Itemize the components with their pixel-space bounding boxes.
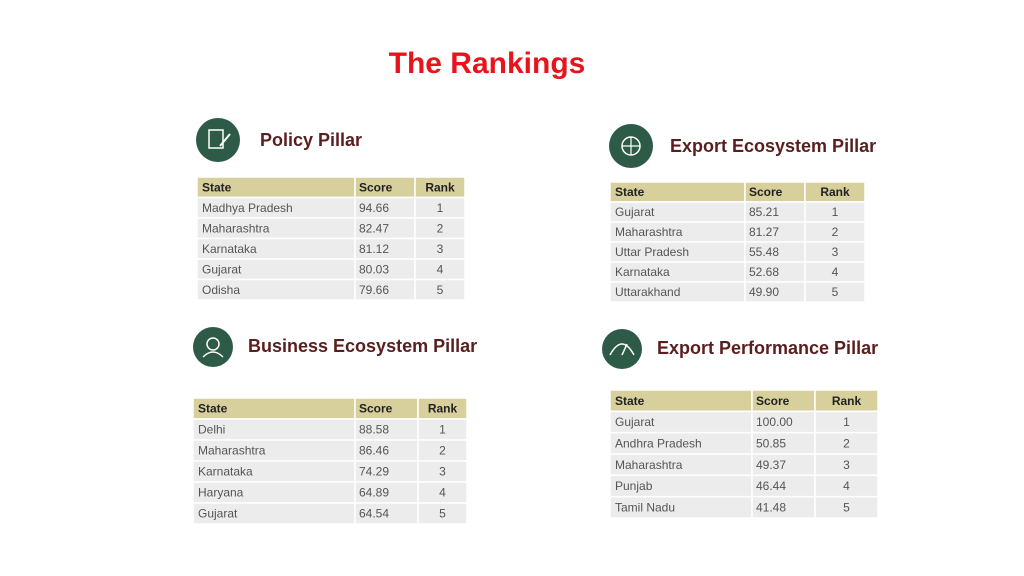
panel-heading: Export Ecosystem Pillar	[670, 136, 876, 156]
cell-text: Maharashtra	[202, 221, 270, 235]
cell-text: 1	[832, 205, 839, 219]
panel-heading: Export Performance Pillar	[657, 338, 878, 358]
cell-text: 4	[437, 262, 444, 276]
cell-text: 100.00	[756, 415, 793, 429]
column-header: Rank	[428, 402, 458, 416]
column-header: State	[615, 185, 645, 199]
cell-text: 81.12	[359, 242, 389, 256]
cell-text: Uttarakhand	[615, 285, 680, 299]
cell-text: 5	[843, 501, 850, 515]
cell-text: Haryana	[198, 486, 244, 500]
cell-text: 64.54	[359, 507, 389, 521]
cell-text: Gujarat	[615, 415, 655, 429]
cell-text: Karnataka	[198, 465, 253, 479]
column-header: Rank	[425, 180, 455, 194]
icon	[602, 329, 642, 369]
cell-text: 88.58	[359, 423, 389, 437]
cell-text: 2	[439, 444, 446, 458]
cell-text: Delhi	[198, 423, 225, 437]
cell-text: 1	[439, 423, 446, 437]
cell-text: 81.27	[749, 225, 779, 239]
column-header: Rank	[820, 185, 850, 199]
cell-text: Gujarat	[202, 262, 242, 276]
cell-text: 3	[843, 458, 850, 472]
cell-text: 2	[437, 221, 444, 235]
cell-text: 46.44	[756, 479, 786, 493]
cell-text: 49.37	[756, 458, 786, 472]
cell-text: 4	[832, 265, 839, 279]
cell-text: 41.48	[756, 501, 786, 515]
cell-text: Andhra Pradesh	[615, 437, 702, 451]
cell-text: Maharashtra	[615, 458, 683, 472]
table-cell	[804, 281, 866, 303]
icon	[609, 124, 653, 168]
cell-text: 5	[437, 283, 444, 297]
table-cell	[417, 502, 468, 525]
cell-text: Punjab	[615, 479, 653, 493]
cell-text: 1	[437, 201, 444, 215]
cell-text: 3	[439, 465, 446, 479]
table-cell	[414, 278, 466, 301]
column-header: State	[198, 402, 228, 416]
cell-text: 1	[843, 415, 850, 429]
column-header: State	[615, 394, 645, 408]
cell-text: 5	[439, 507, 446, 521]
cell-text: Uttar Pradesh	[615, 245, 689, 259]
cell-text: 94.66	[359, 201, 389, 215]
panel-heading: Business Ecosystem Pillar	[248, 336, 477, 356]
panel-heading: Policy Pillar	[260, 130, 362, 150]
cell-text: Maharashtra	[198, 444, 266, 458]
cell-text: Karnataka	[202, 242, 257, 256]
cell-text: 55.48	[749, 245, 779, 259]
column-header: Score	[359, 180, 393, 194]
cell-text: 2	[843, 437, 850, 451]
cell-text: 82.47	[359, 221, 389, 235]
cell-text: 50.85	[756, 437, 786, 451]
cell-text: 86.46	[359, 444, 389, 458]
cell-text: 4	[439, 486, 446, 500]
table-cell	[814, 495, 879, 519]
cell-text: 64.89	[359, 486, 389, 500]
slide-title: The Rankings	[389, 47, 586, 80]
cell-text: 85.21	[749, 205, 779, 219]
cell-text: Madhya Pradesh	[202, 201, 293, 215]
cell-text: Maharashtra	[615, 225, 683, 239]
cell-text: Gujarat	[198, 507, 238, 521]
cell-text: 5	[832, 285, 839, 299]
cell-text: Gujarat	[615, 205, 655, 219]
cell-text: 3	[832, 245, 839, 259]
cell-text: 74.29	[359, 465, 389, 479]
cell-text: 52.68	[749, 265, 779, 279]
column-header: Rank	[832, 394, 862, 408]
cell-text: 49.90	[749, 285, 779, 299]
icon	[193, 327, 233, 367]
column-header: Score	[359, 402, 393, 416]
icon	[196, 118, 240, 162]
cell-text: Karnataka	[615, 265, 670, 279]
cell-text: 3	[437, 242, 444, 256]
column-header: Score	[756, 394, 790, 408]
cell-text: Tamil Nadu	[615, 501, 675, 515]
cell-text: 2	[832, 225, 839, 239]
cell-text: 4	[843, 479, 850, 493]
column-header: Score	[749, 185, 783, 199]
cell-text: Odisha	[202, 283, 240, 297]
cell-text: 80.03	[359, 262, 389, 276]
column-header: State	[202, 180, 232, 194]
cell-text: 79.66	[359, 283, 389, 297]
